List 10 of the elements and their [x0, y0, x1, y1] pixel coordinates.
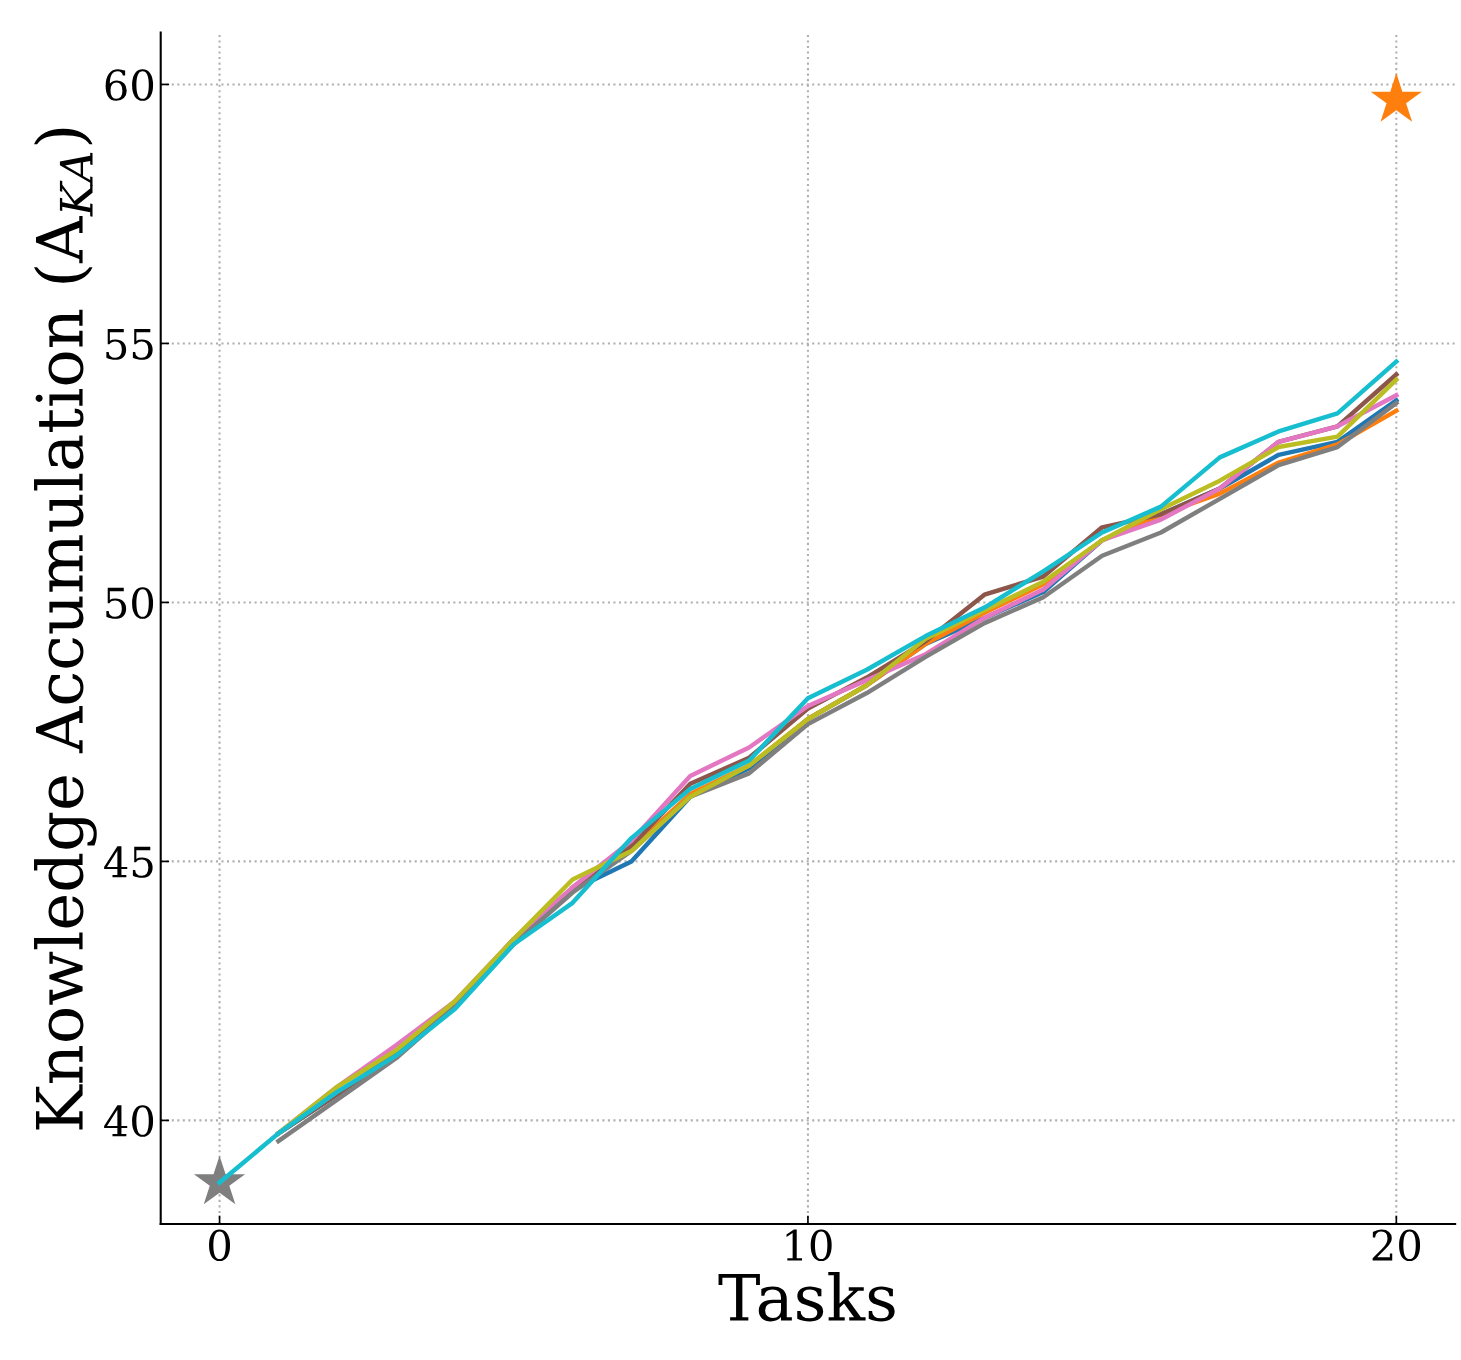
- y-tick-label: 60: [105, 69, 154, 101]
- x-tick-label: 20: [1372, 1229, 1421, 1262]
- y-axis-title: Knowledge Accumulation (A$_{KA}$): [34, 128, 97, 1130]
- y-tick-label: 50: [106, 587, 154, 619]
- x-axis-title: Tasks: [718, 1271, 895, 1322]
- x-tick-label: 0: [209, 1229, 231, 1262]
- y-tick-label: 55: [106, 328, 153, 360]
- y-tick-label: 40: [104, 1105, 154, 1137]
- x-tick-label: 10: [786, 1229, 832, 1262]
- y-tick-label: 45: [104, 846, 153, 878]
